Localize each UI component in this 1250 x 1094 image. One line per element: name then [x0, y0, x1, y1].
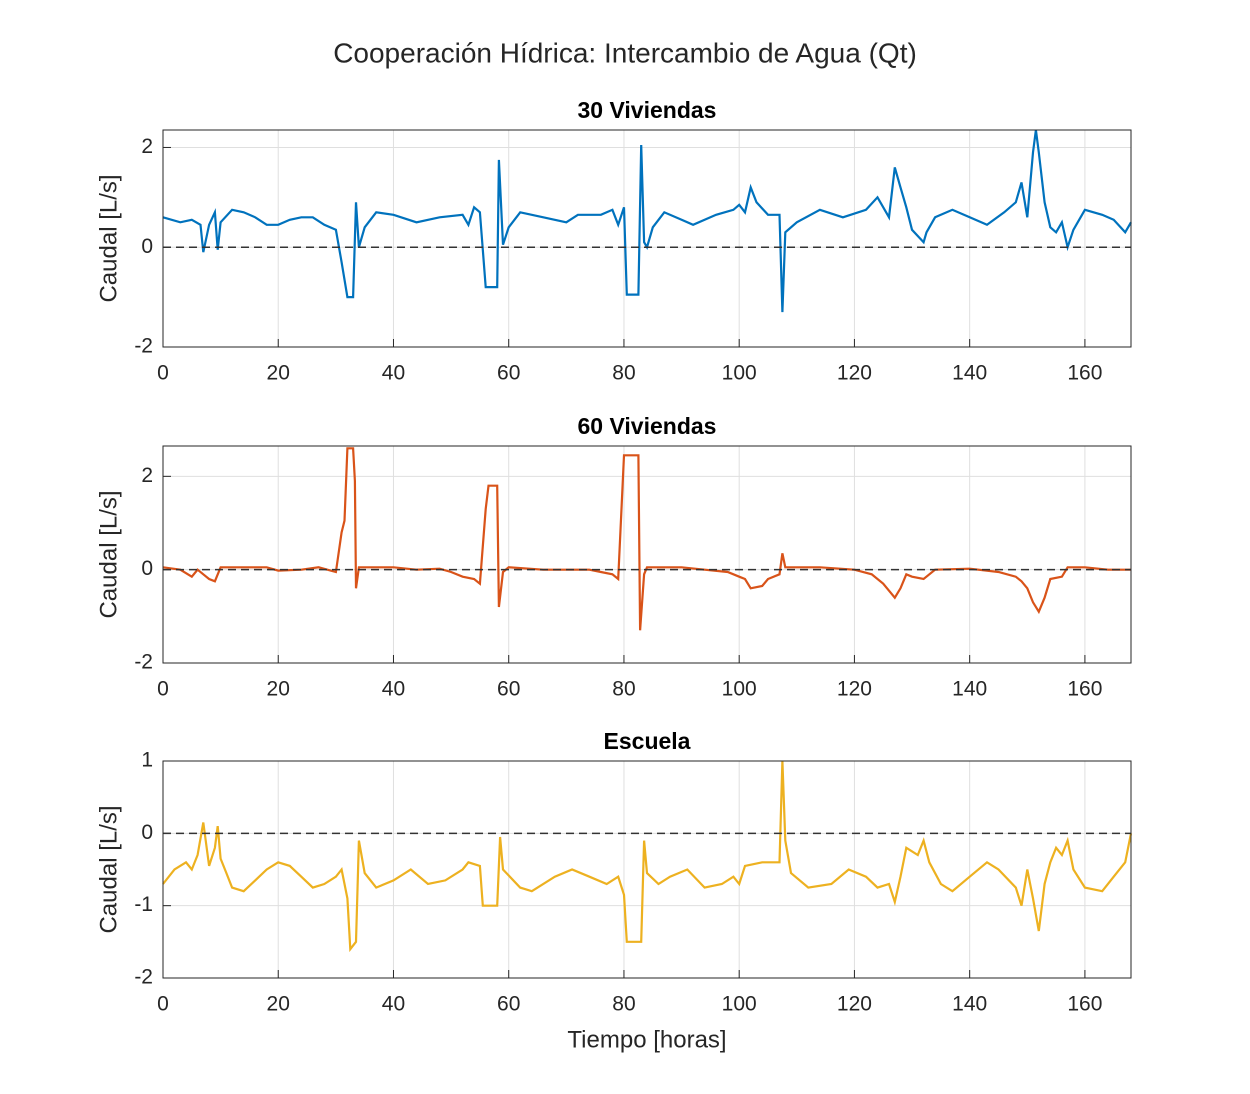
y-axis-label: Caudal [L/s] [95, 174, 122, 302]
x-tick-label: 120 [837, 678, 872, 701]
data-line [162, 447, 1131, 631]
data-line [162, 760, 1133, 953]
x-tick-label: 160 [1067, 362, 1102, 385]
x-tick-label: 160 [1067, 993, 1102, 1016]
subplot-title: 60 Viviendas [578, 413, 717, 439]
x-tick-label: 20 [267, 678, 290, 701]
axes-box [162, 129, 1132, 348]
plot-area [163, 130, 1131, 347]
x-tick-label: 20 [267, 993, 290, 1016]
axes-box [162, 760, 1132, 979]
data-line [162, 129, 1132, 313]
y-tick-label: -2 [134, 966, 153, 989]
x-tick-label: 120 [837, 993, 872, 1016]
subplot-title: 30 Viviendas [578, 97, 717, 123]
x-tick-label: 20 [267, 362, 290, 385]
x-tick-label: 60 [497, 362, 520, 385]
x-axis-label: Tiempo [horas] [567, 1026, 726, 1053]
x-tick-label: 140 [952, 678, 987, 701]
x-tick-label: 60 [497, 993, 520, 1016]
y-axis-label: Caudal [L/s] [95, 805, 122, 933]
x-tick-label: 140 [952, 362, 987, 385]
y-tick-label: 1 [141, 749, 153, 772]
x-tick-label: 40 [382, 993, 405, 1016]
y-axis-label: Caudal [L/s] [95, 490, 122, 618]
y-tick-label: 0 [141, 557, 153, 580]
x-tick-label: 0 [157, 993, 169, 1016]
x-tick-label: 40 [382, 678, 405, 701]
x-tick-label: 40 [382, 362, 405, 385]
x-tick-label: 80 [612, 678, 635, 701]
x-tick-label: 80 [612, 993, 635, 1016]
y-tick-label: 2 [141, 464, 153, 487]
figure-title: Cooperación Hídrica: Intercambio de Agua… [333, 37, 917, 68]
x-tick-label: 140 [952, 993, 987, 1016]
x-tick-label: 0 [157, 678, 169, 701]
x-tick-label: 160 [1067, 678, 1102, 701]
y-tick-label: 0 [141, 821, 153, 844]
x-tick-label: 100 [722, 678, 757, 701]
y-tick-label: -2 [134, 335, 153, 358]
x-tick-label: 0 [157, 362, 169, 385]
x-tick-label: 120 [837, 362, 872, 385]
subplot-title: Escuela [604, 728, 691, 754]
x-tick-label: 80 [612, 362, 635, 385]
x-tick-label: 60 [497, 678, 520, 701]
y-tick-label: -1 [134, 893, 153, 916]
y-tick-label: 2 [141, 135, 153, 158]
y-tick-label: -2 [134, 651, 153, 674]
x-tick-label: 100 [722, 362, 757, 385]
y-tick-label: 0 [141, 235, 153, 258]
x-tick-label: 100 [722, 993, 757, 1016]
plot-area [163, 446, 1131, 663]
axes-box [162, 445, 1132, 664]
